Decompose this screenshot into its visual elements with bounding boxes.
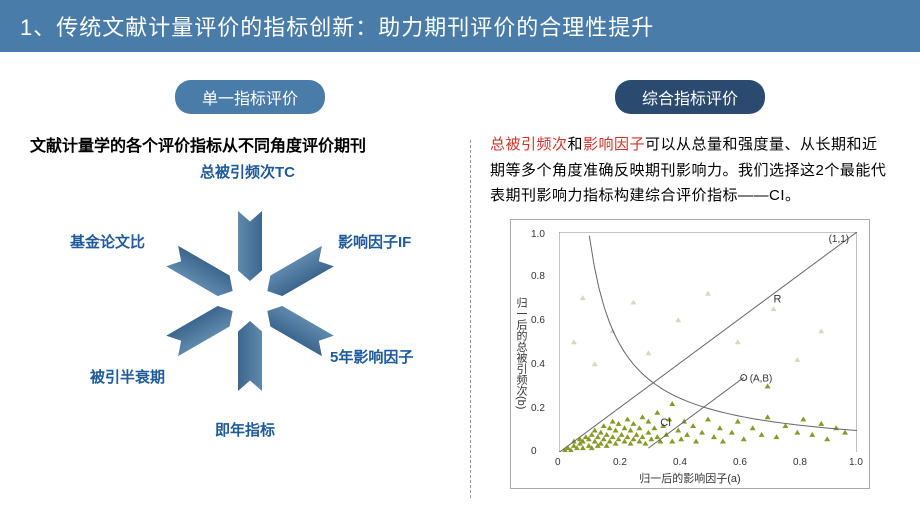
- ytick-1: 0.2: [531, 403, 545, 414]
- xtick-5: 1.0: [849, 457, 863, 468]
- intro-mid: 和: [568, 136, 584, 153]
- right-intro: 总被引频次和影响因子可以从总量和强度量、从长期和近期等多个角度准确反映期刊影响力…: [490, 132, 890, 209]
- ytick-0: 0: [531, 446, 537, 457]
- right-column: 综合指标评价 总被引频次和影响因子可以从总量和强度量、从长期和近期等多个角度准确…: [470, 80, 890, 508]
- label-fund: 基金论文比: [70, 231, 145, 252]
- ci-scatter-chart: 归一后的总被引频次(b) 归一后的影响因子(a) (1,1) R CI (A,B…: [510, 219, 870, 489]
- xtick-3: 0.6: [733, 457, 747, 468]
- page-title: 1、传统文献计量评价的指标创新：助力期刊评价的合理性提升: [0, 0, 920, 52]
- y-axis-label: 归一后的总被引频次(b): [513, 220, 529, 488]
- left-badge: 单一指标评价: [175, 80, 325, 114]
- plot-area: (1,1) R CI (A,B) 0 0.2 0.4 0.6 0.8 1.0 0…: [559, 232, 857, 452]
- content-columns: 单一指标评价 文献计量学的各个评价指标从不同角度评价期刊 总被引频次TC 影响因…: [0, 60, 920, 518]
- intro-red2: 影响因子: [583, 136, 645, 153]
- ytick-2: 0.4: [531, 359, 545, 370]
- svg-text:R: R: [774, 293, 782, 305]
- label-tc: 总被引频次TC: [200, 161, 295, 182]
- xtick-4: 0.8: [793, 457, 807, 468]
- label-immed: 即年指标: [215, 419, 275, 440]
- right-badge: 综合指标评价: [615, 80, 765, 114]
- ytick-3: 0.6: [531, 315, 545, 326]
- svg-text:(1,1): (1,1): [829, 233, 849, 244]
- xtick-0: 0: [555, 457, 561, 468]
- x-axis-label: 归一后的影响因子(a): [511, 470, 869, 486]
- ytick-4: 0.8: [531, 271, 545, 282]
- intro-red1: 总被引频次: [490, 136, 568, 153]
- label-if5: 5年影响因子: [330, 346, 413, 367]
- svg-text:CI: CI: [660, 417, 671, 429]
- ytick-5: 1.0: [531, 229, 545, 240]
- xtick-1: 0.2: [613, 457, 627, 468]
- svg-text:(A,B): (A,B): [750, 373, 773, 384]
- label-if: 影响因子IF: [338, 231, 411, 252]
- left-intro: 文献计量学的各个评价指标从不同角度评价期刊: [30, 132, 470, 156]
- xtick-2: 0.4: [673, 457, 687, 468]
- left-column: 单一指标评价 文献计量学的各个评价指标从不同角度评价期刊 总被引频次TC 影响因…: [30, 80, 470, 508]
- label-hl: 被引半衰期: [90, 366, 165, 387]
- indicator-star: 总被引频次TC 影响因子IF 5年影响因子 即年指标 被引半衰期 基金论文比: [100, 171, 400, 431]
